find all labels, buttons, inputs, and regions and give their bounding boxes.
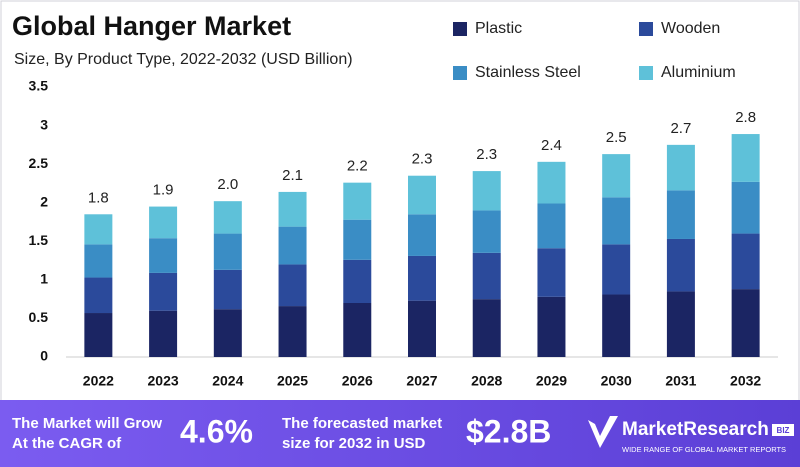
total-label: 2.3 bbox=[476, 146, 497, 163]
bar-segment bbox=[343, 219, 372, 260]
bar-segment bbox=[537, 203, 566, 249]
y-tick-label: 1 bbox=[40, 271, 48, 287]
x-tick-label: 2022 bbox=[83, 373, 114, 389]
bar-segment bbox=[278, 264, 307, 307]
bar-segment bbox=[537, 296, 566, 357]
bar-segment bbox=[84, 244, 113, 278]
bar-segment bbox=[149, 310, 178, 357]
bar-segment bbox=[213, 309, 242, 357]
bar-segment bbox=[472, 171, 501, 211]
legend-swatch bbox=[639, 66, 653, 80]
chart-subtitle: Size, By Product Type, 2022-2032 (USD Bi… bbox=[14, 51, 353, 68]
footer-banner bbox=[0, 400, 800, 467]
footer-text: The forecasted market bbox=[282, 415, 442, 432]
legend-label: Stainless Steel bbox=[475, 64, 581, 81]
footer-text: The Market will Grow bbox=[12, 415, 162, 432]
bar-segment bbox=[84, 214, 113, 245]
total-label: 2.1 bbox=[282, 167, 303, 184]
y-tick-label: 0.5 bbox=[29, 309, 49, 325]
bar-segment bbox=[731, 289, 760, 357]
bar-segment bbox=[666, 190, 695, 239]
bar-segment bbox=[213, 201, 242, 234]
bar-segment bbox=[666, 291, 695, 357]
tagline: WIDE RANGE OF GLOBAL MARKET REPORTS bbox=[622, 445, 786, 454]
legend-label: Wooden bbox=[661, 20, 720, 37]
x-tick-label: 2027 bbox=[406, 373, 437, 389]
y-tick-label: 2 bbox=[40, 193, 48, 209]
y-tick-label: 2.5 bbox=[29, 155, 49, 171]
legend-swatch bbox=[453, 22, 467, 36]
bar-segment bbox=[602, 197, 631, 245]
bar-segment bbox=[472, 299, 501, 357]
total-label: 2.5 bbox=[606, 129, 627, 146]
bar-segment bbox=[149, 206, 178, 239]
y-tick-label: 3.5 bbox=[29, 78, 49, 94]
bar-segment bbox=[84, 313, 113, 357]
bar-segment bbox=[343, 303, 372, 357]
total-label: 2.2 bbox=[347, 158, 368, 175]
brand-logo bbox=[588, 416, 618, 448]
brand-badge bbox=[772, 424, 794, 436]
bar-segment bbox=[213, 269, 242, 310]
total-label: 2.7 bbox=[670, 120, 691, 137]
bar-segment bbox=[602, 294, 631, 357]
footer-value: 4.6% bbox=[180, 413, 253, 449]
x-tick-label: 2030 bbox=[601, 373, 632, 389]
bar-segment bbox=[472, 252, 501, 300]
y-tick-label: 0 bbox=[40, 348, 48, 364]
y-tick-label: 1.5 bbox=[29, 232, 49, 248]
legend-swatch bbox=[639, 22, 653, 36]
bar-segment bbox=[149, 272, 178, 311]
bar-segment bbox=[149, 238, 178, 273]
y-tick-label: 3 bbox=[40, 116, 48, 132]
bar-segment bbox=[343, 182, 372, 220]
bar-segment bbox=[602, 154, 631, 198]
bar-segment bbox=[731, 181, 760, 234]
bar-segment bbox=[278, 306, 307, 357]
bar-segment bbox=[84, 277, 113, 314]
x-tick-label: 2029 bbox=[536, 373, 567, 389]
bar-segment bbox=[408, 214, 436, 256]
bar-segment bbox=[602, 244, 631, 295]
x-tick-label: 2031 bbox=[665, 373, 696, 389]
bar-segment bbox=[213, 233, 242, 270]
total-label: 2.3 bbox=[412, 151, 433, 168]
bar-segment bbox=[408, 300, 436, 357]
total-label: 2.0 bbox=[217, 176, 238, 193]
bar-segment bbox=[278, 191, 307, 227]
total-label: 2.8 bbox=[735, 109, 756, 126]
x-tick-label: 2023 bbox=[148, 373, 179, 389]
bar-segment bbox=[408, 255, 436, 301]
x-tick-label: 2026 bbox=[342, 373, 373, 389]
total-label: 2.4 bbox=[541, 137, 562, 154]
bar-segment bbox=[472, 210, 501, 253]
bar-segment bbox=[537, 248, 566, 297]
total-label: 1.9 bbox=[153, 182, 174, 199]
total-label: 1.8 bbox=[88, 189, 109, 206]
footer-text: At the CAGR of bbox=[12, 435, 122, 452]
footer-text: size for 2032 in USD bbox=[282, 435, 426, 452]
legend-label: Aluminium bbox=[661, 64, 736, 81]
bar-segment bbox=[731, 233, 760, 290]
bar-segment bbox=[537, 161, 566, 204]
x-tick-label: 2025 bbox=[277, 373, 308, 389]
bar-segment bbox=[731, 134, 760, 182]
footer-value: $2.8B bbox=[466, 413, 551, 449]
legend-swatch bbox=[453, 66, 467, 80]
bar-segment bbox=[343, 259, 372, 303]
legend-label: Plastic bbox=[475, 20, 522, 37]
brand: MarketResearch bbox=[622, 419, 769, 440]
bar-segment bbox=[408, 175, 436, 215]
x-tick-label: 2028 bbox=[471, 373, 502, 389]
brand-suffix: BIZ bbox=[777, 426, 790, 435]
x-tick-label: 2032 bbox=[730, 373, 761, 389]
x-tick-label: 2024 bbox=[212, 373, 243, 389]
chart-title: Global Hanger Market bbox=[12, 11, 291, 41]
bar-segment bbox=[278, 226, 307, 265]
bar-segment bbox=[666, 144, 695, 191]
bar-segment bbox=[666, 238, 695, 292]
